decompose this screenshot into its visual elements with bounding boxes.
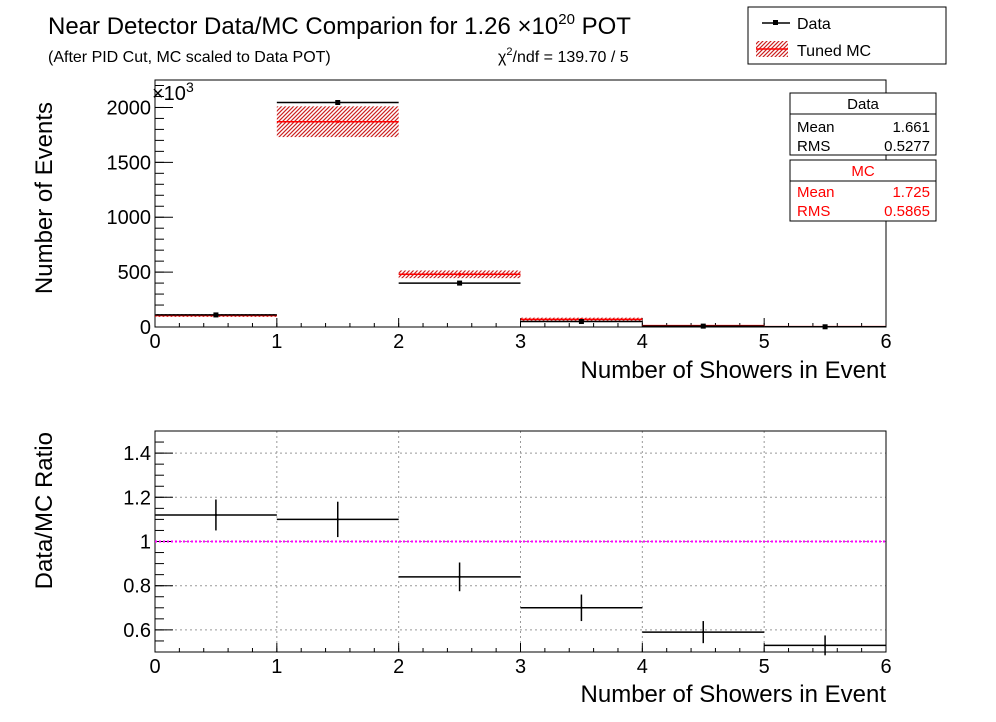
bottom-x-tick-label: 6 — [880, 656, 891, 678]
stats-mc-title: MC — [851, 163, 874, 180]
bottom-panel: Number of Showers in Event Data/MC Ratio… — [31, 430, 892, 708]
top-y-tick-label: 1500 — [107, 152, 152, 174]
bottom-x-tick-label: 0 — [149, 656, 160, 678]
legend: Data Tuned MC — [747, 6, 947, 65]
top-plot-frame — [154, 79, 887, 328]
top-x-tick-label: 2 — [393, 331, 404, 353]
legend-data-marker — [773, 20, 778, 25]
data-point — [335, 100, 341, 106]
legend-data-label: Data — [797, 16, 831, 33]
stats-data-rms-value: 0.5277 — [884, 138, 930, 155]
chi2-text: χ2/ndf = 139.70 / 5 — [498, 46, 629, 66]
top-x-tick-label: 3 — [515, 331, 526, 353]
ratio-point — [823, 644, 827, 647]
mc-point — [458, 272, 462, 276]
bottom-y-tick-label: 0.8 — [123, 576, 151, 598]
mc-point — [336, 120, 340, 124]
stats-mc-mean-value: 1.725 — [892, 184, 930, 201]
data-point — [700, 323, 706, 329]
bottom-y-tick-label: 1.2 — [123, 487, 151, 509]
figure-subtitle: (After PID Cut, MC scaled to Data POT) — [48, 49, 331, 66]
top-y-tick-label: 1000 — [107, 207, 152, 229]
bottom-y-axis-title: Data/MC Ratio — [31, 432, 58, 589]
top-x-tick-label: 1 — [271, 331, 282, 353]
top-x-axis-title: Number of Showers in Event — [581, 357, 887, 384]
top-x-tick-label: 4 — [637, 331, 648, 353]
bottom-x-tick-label: 3 — [515, 656, 526, 678]
bottom-y-tick-label: 0.6 — [123, 620, 151, 642]
ratio-point — [336, 518, 339, 521]
top-y-multiplier: ×103 — [152, 79, 194, 105]
bottom-x-tick-label: 5 — [759, 656, 770, 678]
top-panel: ×103 Number of Showers in Event Number o… — [31, 79, 892, 384]
stats-data-mean-value: 1.661 — [892, 119, 930, 136]
top-x-tick-label: 0 — [149, 331, 160, 353]
top-y-tick-label: 0 — [140, 317, 151, 339]
data-point — [822, 324, 828, 330]
figure-title: Near Detector Data/MC Comparion for 1.26… — [48, 11, 631, 40]
bottom-y-tick-label: 1.4 — [123, 443, 151, 465]
stats-mc-rms-value: 0.5865 — [884, 203, 930, 220]
data-point — [578, 319, 584, 325]
bottom-y-tick-label: 1 — [140, 532, 151, 554]
top-y-axis-title: Number of Events — [31, 102, 58, 294]
bottom-x-tick-label: 2 — [393, 656, 404, 678]
stats-data-title: Data — [847, 96, 879, 113]
top-x-tick-label: 6 — [880, 331, 891, 353]
bottom-x-axis-title: Number of Showers in Event — [581, 681, 887, 708]
stats-data-mean-label: Mean — [797, 119, 835, 136]
stats-mc-rms-label: RMS — [797, 203, 830, 220]
ratio-point — [580, 606, 583, 609]
ratio-point — [458, 575, 461, 579]
stats-box-mc: MC Mean 1.725 RMS 0.5865 — [789, 159, 937, 222]
top-x-tick-label: 5 — [759, 331, 770, 353]
bottom-x-tick-label: 4 — [637, 656, 648, 678]
top-y-tick-label: 500 — [118, 262, 151, 284]
ratio-point — [702, 630, 705, 634]
stats-box-data: Data Mean 1.661 RMS 0.5277 — [789, 92, 937, 156]
stats-data-rms-label: RMS — [797, 138, 830, 155]
top-y-tick-label: 2000 — [107, 97, 152, 119]
data-point — [457, 280, 463, 286]
bottom-x-tick-label: 1 — [271, 656, 282, 678]
ratio-point — [214, 513, 218, 517]
data-point — [213, 312, 219, 318]
legend-mc-label: Tuned MC — [797, 43, 871, 60]
stats-mc-mean-label: Mean — [797, 184, 835, 201]
